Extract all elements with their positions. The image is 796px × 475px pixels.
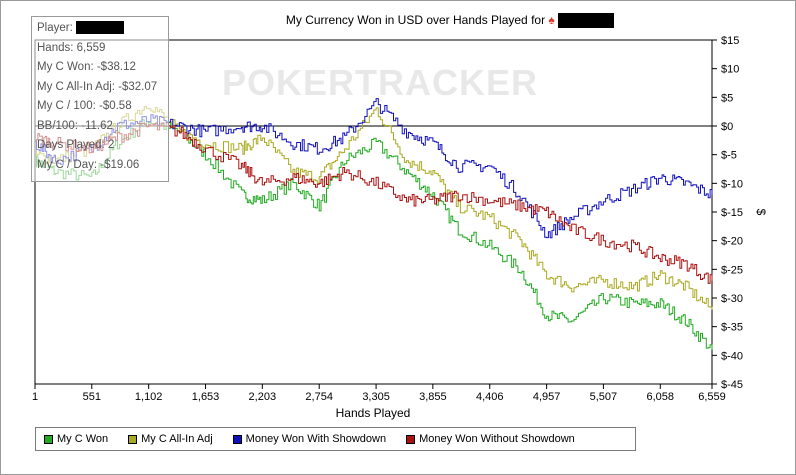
chart-title: My Currency Won in USD over Hands Played… [170,12,730,29]
legend-label: Money Won Without Showdown [419,433,575,445]
redacted-player-name [558,13,615,29]
redacted-player-name [76,21,124,35]
x-tick-label: 6,559 [698,391,726,403]
stats-line: My C All-In Adj: -$32.07 [37,80,158,93]
legend-swatch [128,434,138,444]
legend-label: Money Won With Showdown [245,433,387,445]
y-tick-label: $15 [721,35,739,47]
x-tick-label: 4,957 [533,391,561,403]
stats-line: Hands: 6,559 [37,41,106,54]
legend-label: My C All-In Adj [141,433,213,445]
y-tick-label: $-45 [721,379,743,391]
y-tick-label: $-35 [721,322,743,334]
stats-player-row: Player: [37,19,168,39]
legend-label: My C Won [57,433,109,445]
y-tick-label: $-40 [721,350,743,362]
legend-item: My C All-In Adj [128,433,213,445]
y-tick-label: $-10 [721,178,743,190]
legend-swatch [406,434,416,444]
x-axis-label: Hands Played [336,406,411,420]
x-tick-label: 4,406 [476,391,504,403]
x-tick-label: 2,203 [249,391,277,403]
x-tick-label: 3,305 [362,391,390,403]
x-tick-label: 1,102 [135,391,163,403]
axes: 1 551 1,102 1,653 2,203 2,754 3,305 3,855 4,406 4… [32,35,743,403]
y-tick-label: $10 [721,64,739,76]
stats-line: My C / 100: -$0.58 [37,100,132,112]
stats-line: My C / Day: -$19.06 [37,158,140,171]
y-tick-label: $-30 [721,293,743,305]
legend-swatch [232,434,242,444]
stats-line: BB/100: -11.62 [37,119,113,132]
y-tick-label: $-25 [721,264,743,276]
x-tick-label: 3,855 [419,391,447,403]
y-axis-label: $ [754,209,768,216]
x-tick-label: 551 [83,391,101,403]
legend-swatch [44,434,53,444]
stats-player-label: Player: [37,22,73,34]
watermark-text: POKERTRACKER [222,62,539,103]
x-tick-label: 1,653 [192,391,220,403]
y-tick-label: $-5 [721,150,737,162]
stats-box: Player: Hands: 6,559 My C Won: -$38.12 M… [31,16,169,182]
legend: My C Won My C All-In Adj Money Won With … [35,427,636,451]
y-tick-label: $-20 [721,236,743,248]
x-tick-label: 1 [32,391,38,403]
y-tick-label: $0 [721,121,733,133]
x-tick-label: 2,754 [305,391,333,403]
legend-item: Money Won With Showdown [232,433,387,445]
watermark: POKERTRACKER [222,62,538,104]
stats-line: My C Won: -$38.12 [37,61,136,73]
y-tick-label: $-15 [721,207,743,219]
x-tick-label: 5,507 [590,391,618,403]
legend-item: Money Won Without Showdown [406,433,575,445]
legend-item: My C Won [44,433,108,445]
x-tick-label: 6,058 [647,391,675,403]
spade-icon: ♠ [548,13,555,27]
y-tick-label: $5 [721,92,733,104]
stats-line: Days Played: 2 [37,139,115,151]
chart-title-text: My Currency Won in USD over Hands Played… [285,13,546,27]
